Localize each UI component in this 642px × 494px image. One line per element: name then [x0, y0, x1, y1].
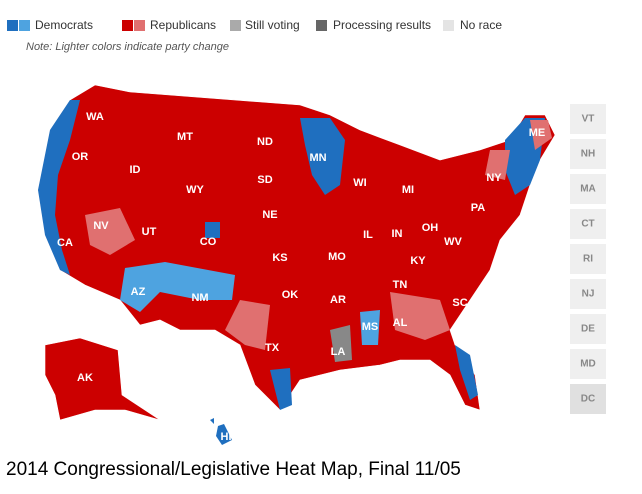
small-state-label: MA [580, 184, 596, 195]
state-label: NE [262, 209, 277, 221]
small-state-label: NH [581, 149, 595, 160]
state-label: AL [393, 317, 408, 329]
state-label: ID [130, 164, 141, 176]
state-label: WA [86, 111, 104, 123]
small-state-box [570, 244, 606, 274]
legend-label: Democrats [35, 18, 93, 32]
state-label: NM [191, 292, 208, 304]
small-state-box [570, 104, 606, 134]
small-state-label: MD [580, 359, 596, 370]
state-label: ME [529, 127, 546, 139]
small-state-box [570, 384, 606, 414]
state-label: PA [471, 202, 486, 214]
small-state-label: CT [581, 219, 594, 230]
state-label: AK [77, 372, 93, 384]
small-state-boxes: VT NH MA CT RI NJ DE MD DC [570, 104, 606, 414]
state-label: LA [331, 346, 346, 358]
caption: 2014 Congressional/Legislative Heat Map,… [6, 459, 461, 480]
small-state-label: RI [583, 254, 593, 265]
state-label: WV [444, 236, 462, 248]
state-label: UT [142, 226, 157, 238]
state-label: OK [282, 289, 299, 301]
state-labels: WA OR CA NV ID MT WY UT AZ CO NM ND SD NE KS OK TX MN WI MI… [57, 111, 545, 443]
legend-label: Processing results [333, 18, 431, 32]
state-label: CO [200, 236, 217, 248]
state-label: OR [72, 151, 89, 163]
state-label: NY [486, 172, 502, 184]
state-label: OH [422, 222, 439, 234]
legend: Democrats Republicans Still voting Processi… [35, 18, 502, 32]
state-label: MI [402, 184, 414, 196]
small-state-box [570, 314, 606, 344]
small-state-label: VT [582, 114, 595, 125]
state-label: AZ [131, 286, 146, 298]
state-label: AR [330, 294, 346, 306]
legend-label: Republicans [150, 18, 216, 32]
legend-note: Note: Lighter colors indicate party chan… [26, 41, 229, 53]
state-label: SC [452, 297, 467, 309]
state-label: WI [353, 177, 366, 189]
state-label: MT [177, 131, 193, 143]
state-label: TX [265, 342, 280, 354]
us-map [37, 84, 556, 445]
state-label: MN [309, 152, 326, 164]
state-label: NV [93, 220, 109, 232]
state-label: HI [221, 431, 232, 443]
legend-swatches [7, 20, 454, 31]
state-label: TN [393, 279, 408, 291]
small-state-box [570, 174, 606, 204]
small-state-box [570, 279, 606, 309]
small-state-label: DC [581, 394, 595, 405]
state-label: IL [363, 229, 373, 241]
state-label: MS [362, 321, 379, 333]
state-label: KY [410, 255, 426, 267]
small-state-label: NJ [582, 289, 595, 300]
state-label: ND [257, 136, 273, 148]
legend-label: No race [460, 18, 502, 32]
small-state-box [570, 139, 606, 169]
state-label: SD [257, 174, 272, 186]
small-state-box [570, 349, 606, 379]
state-label: MO [328, 251, 346, 263]
state-label: IN [392, 228, 403, 240]
state-label: CA [57, 237, 73, 249]
state-label: KS [272, 252, 287, 264]
legend-label: Still voting [245, 18, 300, 32]
state-label: WY [186, 184, 204, 196]
small-state-label: DE [581, 324, 595, 335]
small-state-box [570, 209, 606, 239]
